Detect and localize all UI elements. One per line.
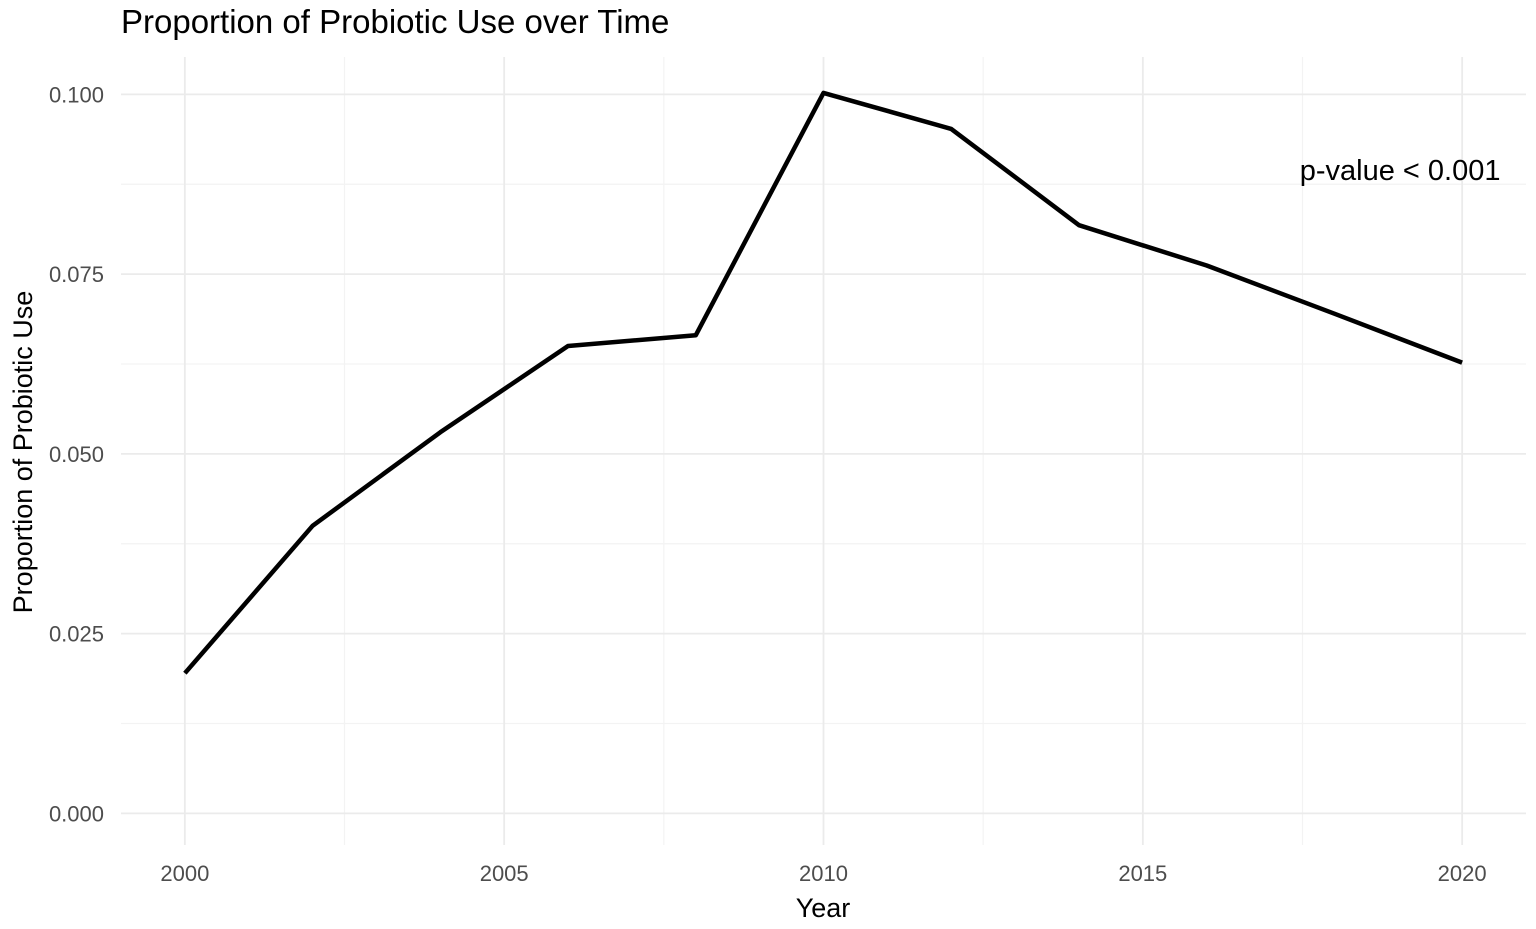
x-tick-label: 2015	[1118, 861, 1167, 886]
y-axis-title: Proportion of Probiotic Use	[8, 291, 38, 614]
x-tick-label: 2020	[1438, 861, 1487, 886]
x-axis-tick-labels: 2000 2005 2010 2015 2020	[160, 861, 1486, 886]
x-tick-label: 2000	[160, 861, 209, 886]
y-tick-label: 0.100	[49, 82, 104, 107]
x-tick-label: 2005	[480, 861, 529, 886]
y-tick-label: 0.025	[49, 622, 104, 647]
y-tick-label: 0.075	[49, 262, 104, 287]
x-tick-label: 2010	[799, 861, 848, 886]
y-axis-tick-labels: 0.000 0.025 0.050 0.075 0.100	[49, 82, 104, 826]
x-axis-title: Year	[796, 893, 851, 923]
y-tick-label: 0.000	[49, 801, 104, 826]
y-tick-label: 0.050	[49, 442, 104, 467]
chart-title: Proportion of Probiotic Use over Time	[121, 3, 669, 40]
data-points	[184, 92, 1463, 674]
p-value-annotation: p-value < 0.001	[1300, 155, 1501, 187]
